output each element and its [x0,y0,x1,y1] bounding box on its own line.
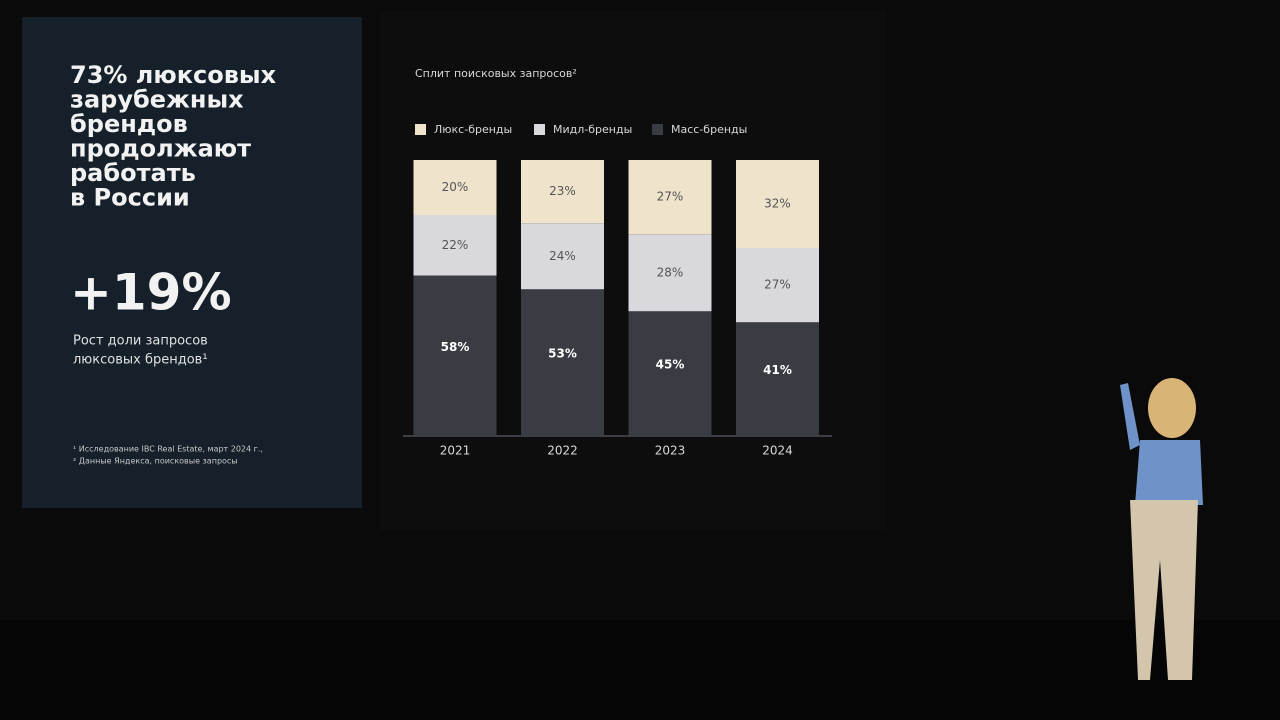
stage-floor [0,620,1280,720]
headline-line: зарубежных [70,86,244,114]
footnote: ² Данные Яндекса, поисковые запросы [73,457,238,466]
bar-segment [628,234,712,312]
chart: Сплит поисковых запросов² Люкс-бренды Мидл… [403,67,832,458]
bar-segment [736,248,819,323]
bar-segment [521,223,604,290]
value-label: 27% [764,278,791,292]
presenter-trousers [1130,500,1198,680]
bar-segment [736,322,819,435]
bar-segment [413,160,497,215]
side-panel [22,17,362,508]
value-label: 53% [548,347,577,361]
headline-line: продолжают [70,135,251,163]
bar-segment [521,160,604,224]
x-tick-label: 2024 [762,444,793,458]
x-tick-label: 2021 [440,444,471,458]
legend-swatch [415,124,426,135]
bar-segment [736,160,819,248]
presenter-hair [1148,378,1196,438]
value-label: 22% [442,238,469,252]
value-label: 45% [656,358,685,372]
value-label: 32% [764,197,791,211]
value-label: 41% [763,363,792,377]
chart-title: Сплит поисковых запросов² [415,67,577,80]
presenter [1120,378,1203,680]
legend-swatch [652,124,663,135]
value-label: 58% [441,340,470,354]
panel-text: 73% люксовыхзарубежныхбрендовпродолжаютр… [70,61,277,466]
bar-segment [521,289,604,435]
bar-segment [628,311,712,435]
value-label: 27% [657,190,684,204]
headline-line: 73% люксовых [70,61,277,89]
headline-line: брендов [70,110,188,138]
legend-label: Мидл-бренды [553,123,632,136]
big-caption: люксовых брендов¹ [73,353,208,368]
bar-segment [413,275,497,435]
x-tick-label: 2022 [547,444,578,458]
value-label: 28% [657,265,684,279]
headline-line: в России [70,184,190,212]
legend-label: Люкс-бренды [434,123,512,136]
presenter-arm [1120,383,1140,450]
value-label: 24% [549,249,576,263]
big-number: +19% [70,264,232,322]
footnote: ¹ Исследование IBC Real Estate, март 202… [73,445,263,454]
value-label: 20% [442,180,469,194]
bar-segment [413,215,497,276]
headline-line: работать [70,159,196,187]
x-tick-label: 2023 [655,444,686,458]
big-caption: Рост доли запросов [73,334,208,349]
bar-segment [628,160,712,235]
value-label: 23% [549,184,576,198]
presenter-shirt [1135,440,1203,505]
legend-swatch [534,124,545,135]
legend-label: Масс-бренды [671,123,747,136]
